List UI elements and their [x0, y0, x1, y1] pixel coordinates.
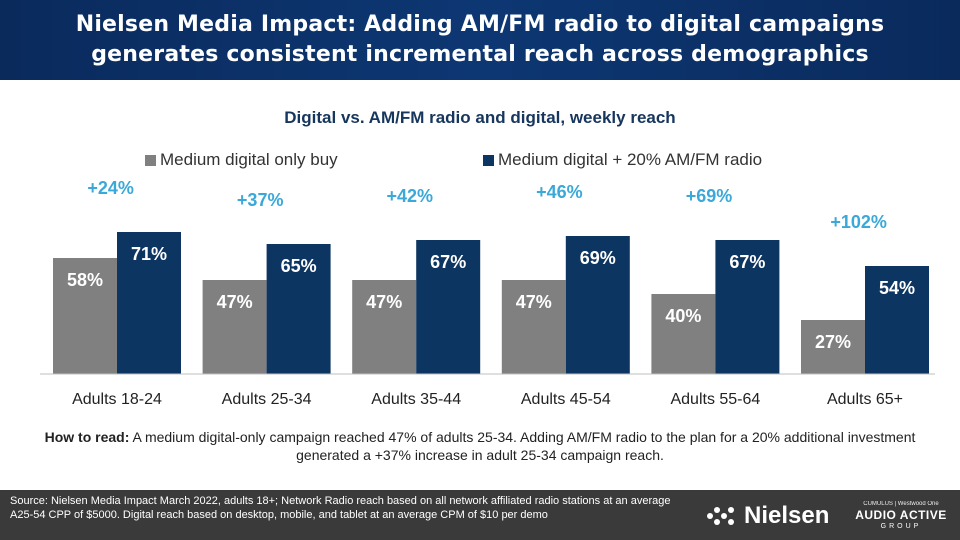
- title-line-1: Nielsen Media Impact: Adding AM/FM radio…: [75, 12, 885, 37]
- bar-label-digital-radio-0: 71%: [131, 244, 167, 264]
- bar-digital-3: [501, 280, 566, 374]
- bar-label-digital-3: 47%: [516, 292, 552, 312]
- aag-group: GROUP: [880, 523, 922, 530]
- increase-label-3: +46%: [536, 182, 583, 202]
- bar-digital-radio-2: [416, 240, 481, 374]
- legend-swatch-digital-radio: [483, 154, 494, 166]
- increase-label-5: +102%: [830, 212, 887, 232]
- aag-top-line: CUMULUS | Westwood One: [863, 501, 939, 507]
- source-note: Source: Nielsen Media Impact March 2022,…: [10, 495, 671, 521]
- category-label-0: Adults 18-24: [72, 391, 162, 408]
- nielsen-wordmark: Nielsen: [744, 502, 830, 529]
- legend-swatch-digital: [145, 154, 156, 166]
- category-label-3: Adults 45-54: [521, 391, 611, 408]
- bar-label-digital-2: 47%: [366, 292, 402, 312]
- chart-title: Digital vs. AM/FM radio and digital, wee…: [284, 108, 676, 127]
- bar-digital-4: [651, 294, 716, 374]
- bar-label-digital-5: 27%: [815, 332, 851, 352]
- bar-label-digital-radio-1: 65%: [281, 256, 317, 276]
- bar-label-digital-radio-2: 67%: [430, 252, 466, 272]
- bar-label-digital-1: 47%: [217, 292, 253, 312]
- footer: Source: Nielsen Media Impact March 2022,…: [0, 490, 960, 540]
- bar-digital-1: [202, 280, 267, 374]
- bar-digital-radio-3: [565, 236, 630, 374]
- nielsen-logo: Nielsen: [706, 502, 829, 530]
- legend-item-digital-radio: Medium digital + 20% AM/FM radio: [483, 150, 762, 170]
- legend-label-digital: Medium digital only buy: [160, 150, 338, 169]
- aag-wordmark: AUDIO ACTIVE: [855, 508, 947, 522]
- increase-label-0: +24%: [87, 178, 134, 198]
- legend-item-digital: Medium digital only buy: [145, 150, 338, 170]
- bar-label-digital-radio-5: 54%: [879, 278, 915, 298]
- bar-digital-2: [352, 280, 417, 374]
- bar-digital-0: [53, 258, 117, 374]
- bar-chart: 58% 71% +24% Adults 18-24 47% 65% +37% Adults 2…: [40, 178, 935, 408]
- title-banner: Nielsen Media Impact: Adding AM/FM radio…: [0, 0, 960, 80]
- how-to-read-text: A medium digital-only campaign reached 4…: [129, 429, 916, 463]
- bar-label-digital-0: 58%: [67, 270, 103, 290]
- increase-label-2: +42%: [387, 186, 434, 206]
- audio-active-group-logo: CUMULUS | Westwood One AUDIO ACTIVE GROU…: [846, 500, 956, 532]
- bar-digital-5: [801, 320, 865, 374]
- increase-label-1: +37%: [237, 190, 284, 210]
- how-to-read: How to read: A medium digital-only campa…: [40, 428, 920, 464]
- bar-label-digital-radio-4: 67%: [729, 252, 765, 272]
- bar-label-digital-4: 40%: [665, 306, 701, 326]
- bar-digital-radio-0: [117, 232, 181, 374]
- category-label-5: Adults 65+: [827, 391, 903, 408]
- category-label-2: Adults 35-44: [371, 391, 461, 408]
- legend-label-digital-radio: Medium digital + 20% AM/FM radio: [498, 150, 763, 169]
- category-label-1: Adults 25-34: [222, 391, 312, 408]
- bar-label-digital-radio-3: 69%: [580, 248, 616, 268]
- increase-label-4: +69%: [686, 186, 733, 206]
- how-to-read-label: How to read:: [44, 429, 130, 445]
- nielsen-dots-icon: [707, 507, 734, 525]
- bar-digital-radio-5: [865, 266, 929, 374]
- title-line-2: generates consistent incremental reach a…: [91, 42, 869, 67]
- bar-digital-radio-4: [715, 240, 780, 374]
- legend: Medium digital only buy Medium digital +…: [0, 150, 960, 172]
- category-label-4: Adults 55-64: [670, 391, 760, 408]
- bar-digital-radio-1: [266, 244, 331, 374]
